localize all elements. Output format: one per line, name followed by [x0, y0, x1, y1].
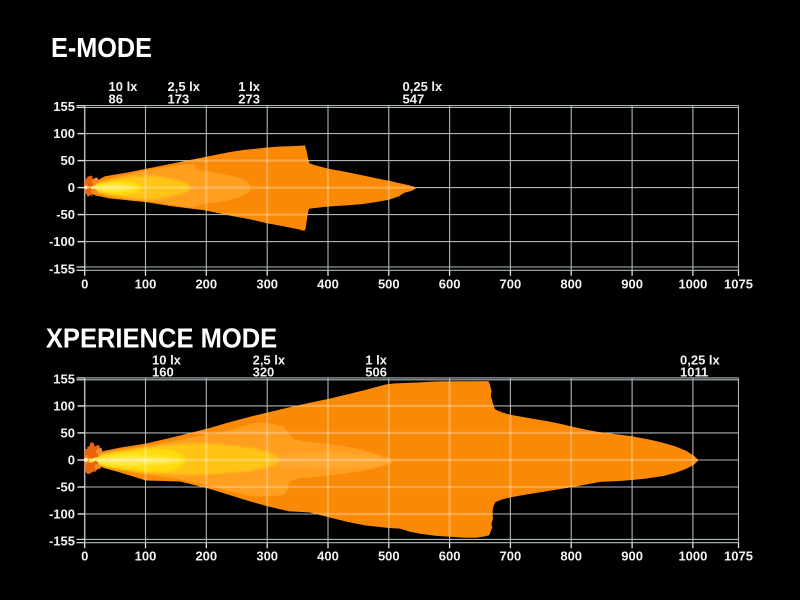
svg-text:100: 100 [53, 399, 75, 414]
svg-text:700: 700 [500, 549, 522, 564]
svg-text:100: 100 [53, 126, 75, 141]
svg-text:547: 547 [403, 91, 425, 106]
svg-text:1 lx: 1 lx [238, 79, 260, 94]
svg-text:500: 500 [378, 276, 400, 291]
svg-text:50: 50 [61, 153, 75, 168]
svg-text:0: 0 [68, 453, 75, 468]
svg-text:500: 500 [378, 549, 400, 564]
svg-text:1075: 1075 [724, 549, 753, 564]
svg-text:0: 0 [68, 180, 75, 195]
svg-text:-50: -50 [56, 480, 75, 495]
svg-text:506: 506 [365, 364, 387, 379]
svg-text:900: 900 [621, 276, 643, 291]
svg-text:10 lx: 10 lx [152, 352, 182, 367]
svg-text:155: 155 [53, 99, 75, 114]
svg-text:E-MODE: E-MODE [51, 32, 152, 63]
svg-text:600: 600 [439, 276, 461, 291]
svg-text:2,5 lx: 2,5 lx [168, 79, 201, 94]
svg-text:320: 320 [253, 364, 275, 379]
svg-text:-155: -155 [49, 534, 75, 549]
svg-text:173: 173 [168, 91, 190, 106]
svg-text:700: 700 [500, 276, 522, 291]
svg-text:50: 50 [61, 426, 75, 441]
svg-text:160: 160 [152, 364, 174, 379]
svg-text:300: 300 [256, 549, 278, 564]
svg-text:200: 200 [195, 549, 217, 564]
svg-text:155: 155 [53, 372, 75, 387]
svg-text:1000: 1000 [678, 276, 707, 291]
svg-text:XPERIENCE MODE: XPERIENCE MODE [46, 323, 277, 354]
svg-text:-100: -100 [49, 234, 75, 249]
svg-text:-50: -50 [56, 207, 75, 222]
svg-text:200: 200 [195, 276, 217, 291]
svg-text:-155: -155 [49, 261, 75, 276]
svg-text:400: 400 [317, 276, 339, 291]
svg-text:-100: -100 [49, 507, 75, 522]
svg-text:1 lx: 1 lx [365, 352, 387, 367]
svg-text:273: 273 [238, 91, 260, 106]
svg-text:0: 0 [81, 549, 88, 564]
svg-text:0,25 lx: 0,25 lx [403, 79, 444, 94]
svg-text:2,5 lx: 2,5 lx [253, 352, 286, 367]
svg-text:1011: 1011 [680, 364, 708, 379]
svg-text:900: 900 [621, 549, 643, 564]
svg-text:600: 600 [439, 549, 461, 564]
svg-text:0: 0 [81, 276, 88, 291]
svg-text:800: 800 [560, 276, 582, 291]
svg-text:100: 100 [135, 549, 157, 564]
svg-text:86: 86 [109, 91, 123, 106]
svg-text:100: 100 [135, 276, 157, 291]
svg-text:10 lx: 10 lx [109, 79, 139, 94]
svg-text:300: 300 [256, 276, 278, 291]
svg-text:400: 400 [317, 549, 339, 564]
svg-text:0,25 lx: 0,25 lx [680, 352, 721, 367]
svg-text:1075: 1075 [724, 276, 753, 291]
svg-text:1000: 1000 [678, 549, 707, 564]
svg-text:800: 800 [560, 549, 582, 564]
